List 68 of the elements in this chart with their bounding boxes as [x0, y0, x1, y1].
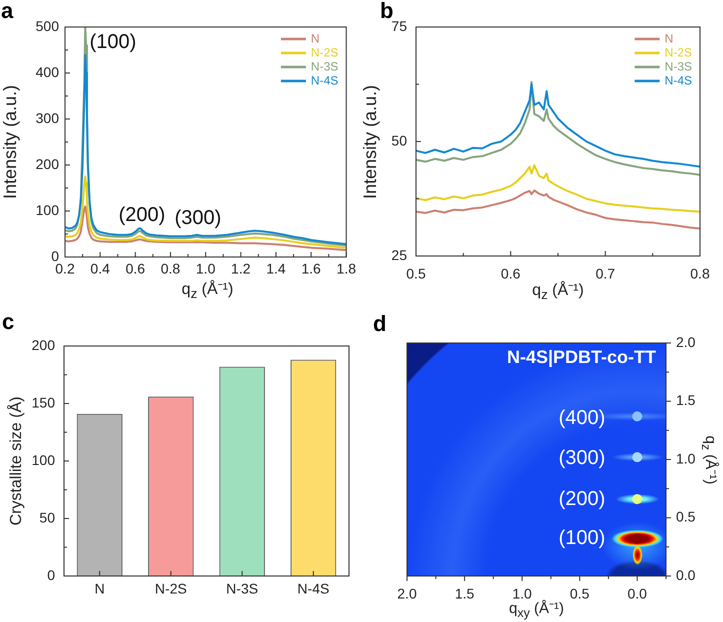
x-tick-label: 0.5 [406, 265, 426, 282]
y-tick-label: 500 [36, 18, 60, 34]
y-tick-label: 0.0 [676, 566, 696, 583]
x-tick-label: 1.8 [336, 260, 356, 276]
y-tick-label: 150 [32, 394, 56, 410]
x-tick-label: 1.2 [231, 260, 251, 276]
legend-label: N-4S [310, 73, 338, 88]
y-tick-label: 50 [39, 509, 56, 526]
x-tick-label: 1.6 [301, 260, 322, 276]
x-tick-label: 0.6 [500, 265, 521, 282]
legend-label: N-2S [664, 45, 692, 60]
x-tick-label: 0.4 [90, 260, 110, 276]
x-axis-title: q$_{z}$ (Å⁻¹) [182, 280, 234, 304]
legend-label: N [664, 31, 674, 46]
y-tick-label: 25 [391, 246, 408, 263]
x-tick-label: 0.0 [627, 585, 648, 602]
y-tick-label: 100 [32, 452, 56, 468]
y-tick-label: 200 [32, 336, 56, 353]
x-tick-label: 0.8 [690, 265, 710, 282]
annotation: (100) [90, 31, 136, 53]
annotation: (300) [558, 447, 606, 469]
x-tick-label: N-4S [297, 580, 330, 596]
y-tick-label: 400 [36, 64, 60, 80]
legend-label: N-2S [310, 45, 338, 60]
annotation: (100) [558, 527, 606, 549]
x-tick-label: N-3S [226, 580, 258, 596]
y-tick-label: 0.5 [676, 508, 696, 525]
text: a [1, 0, 14, 23]
legend-label: N-3S [310, 59, 338, 74]
y-axis-title: Intensity (a.u.) [360, 84, 380, 199]
point [632, 452, 642, 462]
legend-label: N-3S [664, 59, 692, 74]
y-tick-label: 75 [391, 18, 408, 34]
x-tick-label: 1.5 [454, 585, 474, 602]
y-tick-label: 50 [391, 132, 408, 148]
text: b [380, 0, 394, 23]
y-tick-label: 0 [47, 566, 56, 583]
x-tick-label: N [94, 580, 105, 596]
y-tick-label: 1.0 [676, 450, 696, 466]
x-tick-label: 0.5 [570, 585, 590, 602]
text: d [373, 311, 386, 336]
x-axis-title: q$_{xy}$ (Å⁻¹) [508, 600, 564, 622]
annotation: (200) [558, 488, 606, 510]
x-axis-title: q$_{z}$ (Å⁻¹) [532, 282, 584, 304]
annotation: (400) [558, 407, 606, 429]
x-tick-label: 0.7 [596, 265, 616, 282]
x-tick-label: 0.8 [160, 260, 180, 276]
x-tick-label: N-2S [154, 580, 187, 596]
y-tick-label: 1.5 [676, 392, 696, 408]
chart-title: N-4S|PDBT-co-TT [506, 346, 656, 367]
y-tick-label: 100 [36, 202, 60, 218]
point [632, 534, 642, 544]
x-tick-label: 1.0 [196, 260, 216, 276]
y-tick-label: 2.0 [676, 334, 696, 350]
x-tick-label: 0.6 [126, 260, 146, 276]
point [632, 411, 642, 422]
legend-label: N [310, 31, 320, 46]
x-tick-label: 1.4 [266, 260, 286, 276]
annotation: (300) [174, 207, 222, 229]
y-axis-title: Crystallite size (Å) [8, 396, 26, 526]
y-tick-label: 300 [36, 110, 60, 126]
y-axis-title: Intensity (a.u.) [0, 84, 20, 200]
annotation: (200) [118, 204, 166, 226]
legend-label: N-4S [664, 73, 692, 88]
x-tick-label: 1.0 [512, 585, 532, 602]
y-tick-label: 200 [36, 156, 60, 172]
text: c [2, 309, 14, 334]
point [632, 494, 642, 504]
